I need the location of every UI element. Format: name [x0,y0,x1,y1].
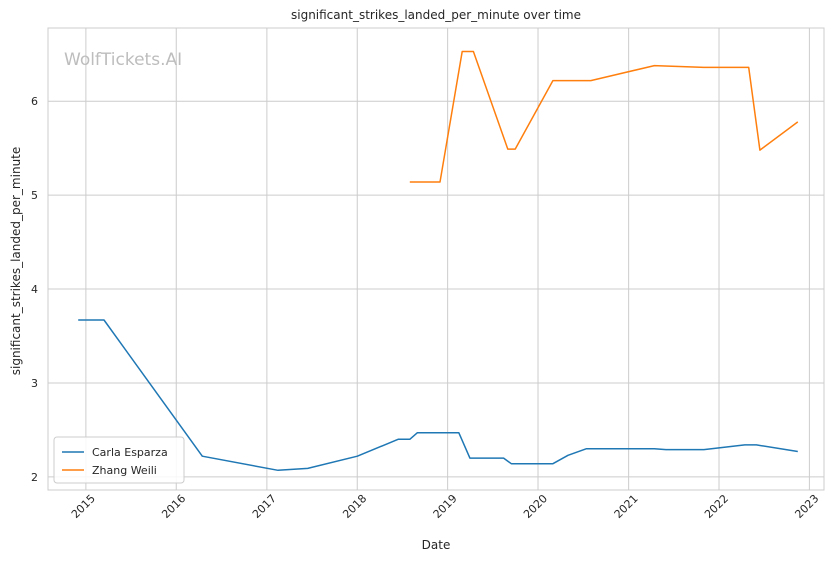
y-tick-labels: 2 3 4 5 6 [31,95,38,484]
watermark: WolfTickets.AI [64,50,182,70]
legend-box [53,436,185,484]
plot-frame [47,27,825,491]
y-axis-title: significant_strikes_landed_per_minute [9,147,23,376]
series-layer [78,50,799,472]
gridlines [48,28,824,490]
legend: Carla Esparza Zhang Weili [53,436,185,484]
legend-label-1: Zhang Weili [92,464,157,477]
series-line-0 [78,319,798,472]
y-tick-label: 3 [31,377,38,390]
y-tick-label: 4 [31,283,38,296]
x-axis-title: Date [422,538,451,552]
y-tick-label: 2 [31,471,38,484]
y-tick-label: 5 [31,189,38,202]
legend-label-0: Carla Esparza [92,446,168,459]
y-tick-label: 6 [31,95,38,108]
series-line-1 [409,50,799,183]
chart-title: significant_strikes_landed_per_minute ov… [291,8,581,22]
